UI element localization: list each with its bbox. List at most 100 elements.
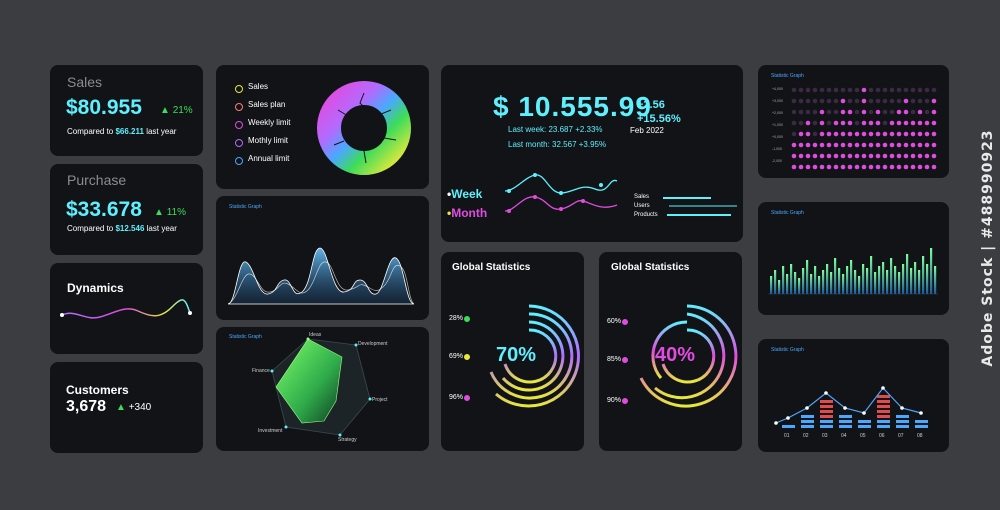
dot-cell [798,153,804,159]
bar [782,266,785,294]
combo-x-label: 02 [803,433,809,439]
dot-cell [910,87,916,93]
summary-month: Last month: 32.567 +3.95% [508,140,606,149]
bar [902,264,905,294]
combo-bar-segment [820,400,833,403]
legend-item: Weekly limit [248,118,291,127]
dot-cell [924,87,930,93]
dot-cell [854,120,860,126]
dot-cell [910,153,916,159]
bar [794,272,797,294]
dots-y-tick: +0,000 [772,135,783,139]
dynamics-point-start [60,313,64,317]
dot-cell [875,153,881,159]
dot-cell [791,98,797,104]
summary-delta-1: +2.56 [637,99,665,111]
bar [774,270,777,294]
bar [906,254,909,294]
ring-outer [639,304,738,408]
legend-item: Sales [248,82,269,91]
trend-up-icon: ▲ [116,402,126,413]
legend-week: •Week [447,187,483,201]
customers-change-value: +340 [128,402,152,413]
dot-cell [889,131,895,137]
bar-label-products: Products [634,212,658,218]
dot-cell [812,131,818,137]
dot-cell [896,153,902,159]
radar-label-strategy: Strategy [338,437,357,443]
dot-cell [896,109,902,115]
bar-label-sales: Sales [634,194,650,200]
ring-3 [501,320,565,392]
dot-cell [826,87,832,93]
summary-week-label: Last week: [508,125,547,134]
trend-up-icon: ▲ [154,207,164,218]
radial-center-value: 70% [496,344,537,366]
legend-dot [235,121,243,129]
dot-cell [805,109,811,115]
summary-line-chart [504,173,737,216]
legend-dot [235,139,243,147]
legend-week-label: Week [451,187,483,201]
global-legend-2: 85% [607,356,622,363]
dot-cell [791,120,797,126]
combo-bar-segment [839,420,852,423]
dot-cell [931,109,937,115]
combo-point [786,416,790,420]
ring-2 [654,312,726,400]
global-legend-dot [464,354,470,360]
radar-label-project: Project [372,397,388,403]
bar [786,274,789,294]
bar [870,256,873,294]
dot-cell [791,87,797,93]
customers-card: Customers 3,678 ▲ +340 [50,362,203,453]
dot-cell [882,120,888,126]
dot-cell [833,109,839,115]
bar [934,266,937,294]
dot-cell [812,87,818,93]
global-legend-3: 90% [607,397,622,404]
purchase-card: Purchase $33.678 ▲ 11% Compared to $12.5… [50,164,203,255]
dot-cell [798,164,804,170]
dot-cell [903,142,909,148]
wave-line-2 [227,261,415,305]
combo-bar-segment [915,425,928,428]
dots-card: Statistic Graph +4,000 +3,000 +2,000 +1,000… [758,65,949,178]
bar [822,270,825,294]
combo-bar-segment [877,410,890,413]
dot-cell [791,109,797,115]
bar [914,262,917,294]
dot-cell [903,109,909,115]
dot-cell [903,153,909,159]
dot-cell [847,142,853,148]
purchase-compare: Compared to $12.546 last year [67,224,177,233]
radar-vertex [306,337,310,341]
combo-point [900,406,904,410]
bar [918,270,921,294]
combo-bar-segment [820,415,833,418]
combo-x-label: 01 [784,433,790,439]
radar-label-development: Development [358,341,388,347]
dot-cell [812,153,818,159]
dot-cell [840,98,846,104]
combo-bar-segment [858,420,871,423]
dot-cell [798,131,804,137]
dot-cell [861,153,867,159]
global-stats-title: Global Statistics [452,262,531,273]
dot-cell [924,142,930,148]
bar [802,268,805,294]
bar [878,266,881,294]
combo-bar-segment [858,425,871,428]
dot-cell [889,142,895,148]
dot-cell [903,98,909,104]
dot-cell [847,120,853,126]
dot-cell [861,98,867,104]
combo-bar-segment [801,420,814,423]
dot-cell [917,131,923,137]
trend-up-icon: ▲ [160,105,170,116]
radar-vertex [354,343,358,347]
bar [910,268,913,294]
dot-cell [805,120,811,126]
bar [862,264,865,294]
bar [898,272,901,294]
